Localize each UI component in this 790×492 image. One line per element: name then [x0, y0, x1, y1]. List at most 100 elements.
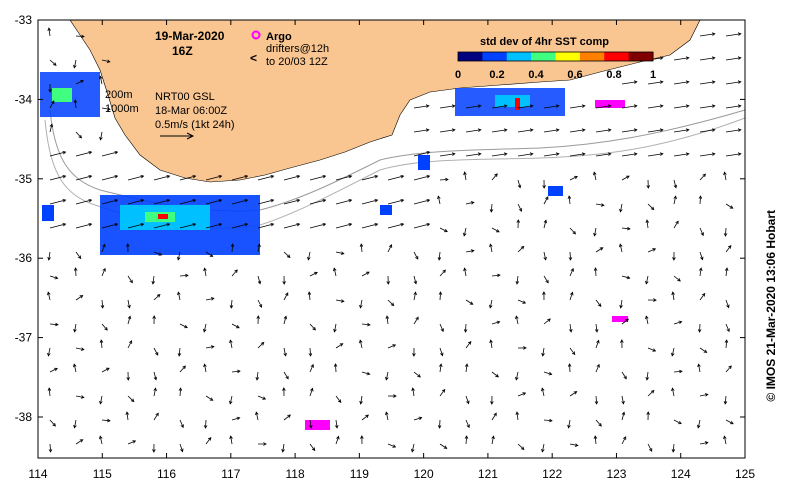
current-arrow: [205, 199, 222, 205]
current-arrowhead-icon: [374, 222, 379, 227]
current-arrowhead-icon: [702, 173, 706, 178]
current-arrowhead-icon: [339, 343, 344, 347]
current-arrowhead-icon: [218, 198, 223, 203]
current-arrow: [541, 388, 545, 397]
current-arrow: [413, 251, 419, 260]
current-arrowhead-icon: [282, 387, 286, 391]
current-arrowhead-icon: [625, 318, 630, 323]
current-arrow: [438, 251, 441, 260]
current-arrow: [490, 340, 493, 349]
current-arrow: [465, 323, 467, 333]
current-arrow: [595, 364, 600, 373]
current-arrow: [699, 153, 715, 157]
current-arrowhead-icon: [366, 371, 371, 376]
current-arrowhead-icon: [185, 273, 189, 278]
current-arrowhead-icon: [541, 387, 545, 392]
current-arrowhead-icon: [132, 440, 137, 444]
current-arrowhead-icon: [541, 352, 545, 357]
current-arrowhead-icon: [529, 104, 534, 108]
current-arrowhead-icon: [592, 171, 597, 176]
current-arrowhead-icon: [466, 400, 470, 405]
current-arrow: [413, 223, 430, 229]
current-arrow: [205, 346, 214, 349]
current-arrowhead-icon: [385, 376, 389, 381]
drifter-symbol-icon: <: [250, 51, 257, 65]
current-arrow: [205, 251, 213, 257]
current-arrow: [568, 196, 571, 205]
current-arrowhead-icon: [359, 339, 363, 344]
current-arrowhead-icon: [520, 446, 525, 451]
current-arrow: [387, 344, 396, 349]
current-arrow: [49, 443, 52, 453]
current-arrow: [283, 347, 287, 356]
colorbar-title: std dev of 4hr SST comp: [480, 36, 609, 48]
current-arrow: [101, 199, 118, 205]
current-arrowhead-icon: [348, 198, 353, 203]
current-arrow: [489, 299, 493, 308]
credit-label: © IMOS 21-Mar-2020 13:06 Hobart: [764, 210, 784, 480]
current-arrowhead-icon: [581, 104, 586, 108]
current-arrow: [699, 394, 708, 397]
current-arrow: [491, 371, 499, 378]
current-arrowhead-icon: [426, 198, 431, 203]
current-arrow: [255, 412, 259, 421]
current-arrow: [257, 395, 266, 400]
current-arrowhead-icon: [494, 173, 498, 177]
current-arrow: [231, 199, 248, 205]
current-arrowhead-icon: [467, 340, 472, 345]
current-arrowhead-icon: [312, 326, 316, 331]
current-arrow: [359, 299, 363, 308]
current-arrow: [673, 275, 681, 282]
colorbar-tick-label: 0.6: [567, 69, 582, 81]
current-arrow: [673, 153, 689, 157]
current-arrow: [75, 151, 92, 157]
current-arrowhead-icon: [106, 59, 111, 63]
current-arrow: [517, 443, 525, 450]
current-arrow: [49, 323, 59, 326]
current-arrowhead-icon: [81, 34, 85, 39]
current-arrowhead-icon: [155, 352, 159, 356]
y-tick-label: -35: [15, 172, 33, 186]
current-arrow: [595, 203, 604, 206]
current-arrowhead-icon: [737, 56, 742, 60]
current-arrowhead-icon: [192, 198, 197, 203]
current-arrow: [101, 299, 104, 309]
current-arrow: [647, 105, 663, 109]
current-arrow: [75, 35, 85, 37]
current-arrowhead-icon: [723, 233, 728, 237]
current-arrow: [203, 323, 207, 332]
current-arrowhead-icon: [73, 267, 78, 271]
current-arrow: [490, 203, 493, 213]
current-arrowhead-icon: [437, 425, 442, 429]
current-arrow: [671, 388, 675, 397]
current-arrow: [725, 57, 741, 61]
current-arrow: [699, 347, 707, 353]
current-arrowhead-icon: [515, 411, 520, 416]
current-arrowhead-icon: [98, 75, 103, 80]
current-arrowhead-icon: [723, 171, 727, 176]
current-arrow: [413, 175, 430, 181]
current-arrow: [594, 436, 597, 445]
current-arrow: [75, 395, 84, 398]
current-arrowhead-icon: [594, 401, 599, 405]
current-arrowhead-icon: [650, 389, 655, 394]
current-arrow: [439, 291, 441, 301]
current-arrowhead-icon: [155, 412, 159, 417]
colorbar-tick-label: 0.8: [606, 69, 621, 81]
current-arrowhead-icon: [593, 267, 598, 271]
current-arrow: [699, 251, 703, 260]
current-arrowhead-icon: [140, 222, 145, 227]
x-tick-label: 122: [542, 467, 562, 481]
current-arrow: [517, 153, 533, 157]
current-arrowhead-icon: [426, 174, 431, 179]
current-arrow: [205, 223, 222, 229]
current-arrowhead-icon: [659, 128, 664, 132]
current-arrowhead-icon: [621, 400, 625, 405]
current-scale: 0.5m/s (1kt 24h): [155, 119, 234, 131]
current-arrow: [283, 292, 289, 301]
colorbar-segment: [555, 52, 581, 61]
current-arrowhead-icon: [571, 351, 576, 356]
current-arrowhead-icon: [359, 304, 363, 309]
current-arrowhead-icon: [607, 104, 612, 108]
current-arrow: [308, 292, 311, 301]
